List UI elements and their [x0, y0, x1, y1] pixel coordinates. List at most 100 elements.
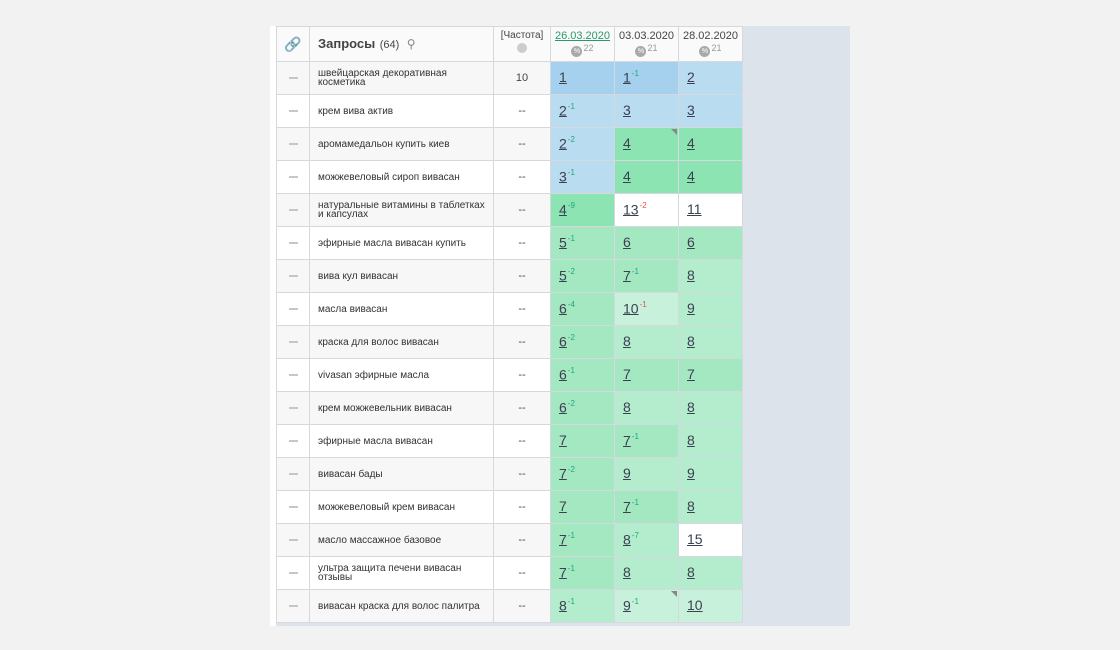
position-link[interactable]: 10 — [623, 300, 639, 317]
position-link[interactable]: 8 — [687, 498, 695, 514]
position-link[interactable]: 6 — [559, 300, 567, 317]
position-link[interactable]: 6 — [559, 333, 567, 350]
date-column-header[interactable]: 28.02.2020 % 21 — [678, 26, 743, 62]
position-link[interactable]: 8 — [623, 531, 631, 548]
position-link[interactable]: 8 — [687, 399, 695, 415]
position-link[interactable]: 8 — [623, 333, 631, 349]
row-minus-cell[interactable] — [276, 94, 310, 128]
position-link[interactable]: 7 — [623, 366, 631, 382]
row-minus-cell[interactable] — [276, 127, 310, 161]
position-link[interactable]: 4 — [559, 201, 567, 218]
position-link[interactable]: 9 — [687, 300, 695, 316]
minus-icon[interactable] — [288, 439, 298, 442]
minus-icon[interactable] — [288, 604, 298, 607]
row-minus-cell[interactable] — [276, 61, 310, 95]
minus-icon[interactable] — [288, 571, 298, 574]
position-link[interactable]: 7 — [687, 366, 695, 382]
position-link[interactable]: 5 — [559, 234, 567, 251]
frequency-value: -- — [493, 523, 551, 557]
position-link[interactable]: 8 — [687, 432, 695, 448]
link-column-header[interactable]: 🔗 — [276, 26, 310, 62]
position-cell: 7-1 — [614, 259, 679, 293]
position-link[interactable]: 2 — [559, 102, 567, 119]
position-link[interactable]: 13 — [623, 201, 639, 218]
link-icon[interactable]: 🔗 — [284, 36, 302, 52]
row-minus-cell[interactable] — [276, 391, 310, 425]
minus-icon[interactable] — [288, 142, 298, 145]
minus-icon[interactable] — [288, 208, 298, 211]
position-link[interactable]: 15 — [687, 531, 703, 547]
table-row: ультра защита печени вивасан отзывы -- 7-1… — [276, 556, 743, 590]
position-link[interactable]: 7 — [623, 498, 631, 515]
position-link[interactable]: 8 — [559, 597, 567, 614]
date-column-header[interactable]: 26.03.2020 % 22 — [550, 26, 615, 62]
position-link[interactable]: 9 — [623, 465, 631, 481]
position-link[interactable]: 1 — [559, 69, 567, 85]
row-minus-cell[interactable] — [276, 490, 310, 524]
row-minus-cell[interactable] — [276, 358, 310, 392]
row-minus-cell[interactable] — [276, 292, 310, 326]
minus-icon[interactable] — [288, 241, 298, 244]
minus-icon[interactable] — [288, 472, 298, 475]
position-link[interactable]: 4 — [687, 168, 695, 184]
position-link[interactable]: 7 — [559, 498, 567, 514]
minus-icon[interactable] — [288, 505, 298, 508]
frequency-column-header[interactable]: [Частота] — [493, 26, 551, 62]
row-minus-cell[interactable] — [276, 589, 310, 623]
position-link[interactable]: 4 — [623, 168, 631, 184]
position-link[interactable]: 3 — [687, 102, 695, 118]
position-link[interactable]: 8 — [623, 564, 631, 580]
minus-icon[interactable] — [288, 538, 298, 541]
position-link[interactable]: 9 — [687, 465, 695, 481]
position-link[interactable]: 4 — [687, 135, 695, 151]
date-label[interactable]: 28.02.2020 — [682, 30, 739, 42]
date-column-header[interactable]: 03.03.2020 % 21 — [614, 26, 679, 62]
position-link[interactable]: 6 — [559, 399, 567, 416]
minus-icon[interactable] — [288, 274, 298, 277]
search-icon[interactable]: ⚲ — [406, 37, 416, 51]
date-label[interactable]: 26.03.2020 — [554, 30, 611, 42]
minus-icon[interactable] — [288, 406, 298, 409]
position-link[interactable]: 8 — [623, 399, 631, 415]
position-link[interactable]: 6 — [687, 234, 695, 250]
row-minus-cell[interactable] — [276, 523, 310, 557]
position-link[interactable]: 5 — [559, 267, 567, 284]
position-link[interactable]: 7 — [623, 267, 631, 284]
position-link[interactable]: 3 — [559, 168, 567, 185]
minus-icon[interactable] — [288, 373, 298, 376]
position-link[interactable]: 2 — [559, 135, 567, 152]
position-link[interactable]: 10 — [687, 597, 703, 613]
row-minus-cell[interactable] — [276, 259, 310, 293]
minus-icon[interactable] — [288, 175, 298, 178]
position-link[interactable]: 2 — [687, 69, 695, 85]
row-minus-cell[interactable] — [276, 424, 310, 458]
position-link[interactable]: 6 — [623, 234, 631, 250]
row-minus-cell[interactable] — [276, 325, 310, 359]
row-minus-cell[interactable] — [276, 193, 310, 227]
position-link[interactable]: 3 — [623, 102, 631, 118]
position-link[interactable]: 7 — [623, 432, 631, 449]
row-minus-cell[interactable] — [276, 226, 310, 260]
row-minus-cell[interactable] — [276, 457, 310, 491]
minus-icon[interactable] — [288, 76, 298, 79]
row-minus-cell[interactable] — [276, 160, 310, 194]
position-link[interactable]: 7 — [559, 465, 567, 482]
minus-icon[interactable] — [288, 307, 298, 310]
position-link[interactable]: 7 — [559, 564, 567, 581]
position-link[interactable]: 1 — [623, 69, 631, 86]
minus-icon[interactable] — [288, 109, 298, 112]
position-link[interactable]: 9 — [623, 597, 631, 614]
minus-icon[interactable] — [288, 340, 298, 343]
position-link[interactable]: 11 — [687, 201, 702, 217]
date-label[interactable]: 03.03.2020 — [618, 30, 675, 42]
query-column-header[interactable]: Запросы (64) ⚲ — [309, 26, 494, 62]
position-link[interactable]: 7 — [559, 531, 567, 548]
position-link[interactable]: 8 — [687, 333, 695, 349]
row-minus-cell[interactable] — [276, 556, 310, 590]
position-link[interactable]: 8 — [687, 267, 695, 283]
table-row: можжевеловый сироп вивасан -- 3-1 4 4 — [276, 160, 743, 194]
position-link[interactable]: 6 — [559, 366, 567, 383]
position-link[interactable]: 4 — [623, 135, 631, 151]
position-link[interactable]: 7 — [559, 432, 567, 448]
position-link[interactable]: 8 — [687, 564, 695, 580]
